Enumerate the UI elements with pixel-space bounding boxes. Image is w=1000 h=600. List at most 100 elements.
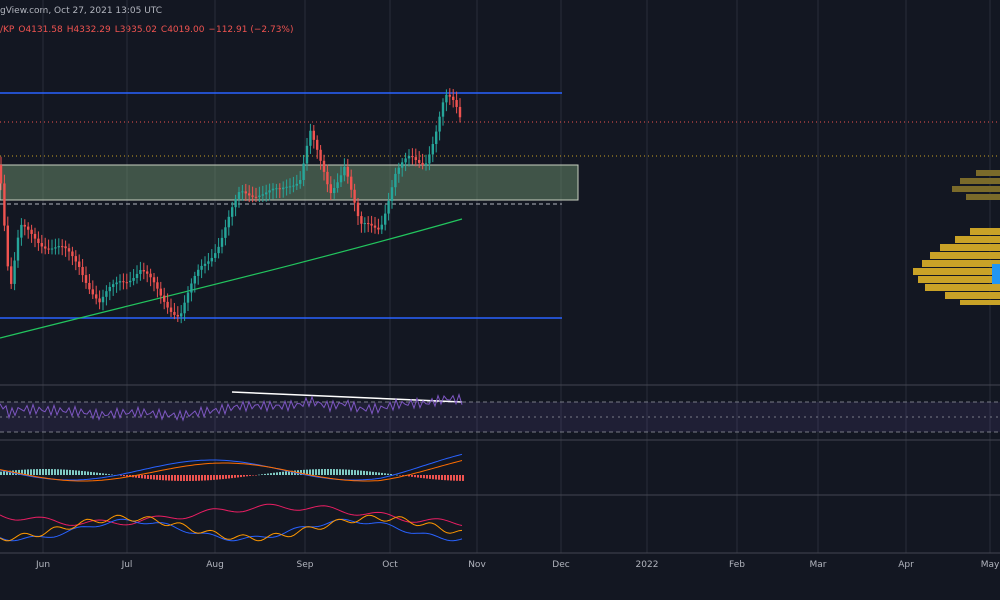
candle bbox=[377, 227, 380, 230]
histogram-bar bbox=[318, 469, 320, 475]
histogram-bar bbox=[24, 469, 26, 475]
histogram-bar bbox=[138, 475, 140, 479]
histogram-bar bbox=[309, 469, 311, 475]
histogram-bar bbox=[123, 475, 125, 477]
histogram-bar bbox=[447, 475, 449, 481]
candle bbox=[326, 171, 329, 185]
histogram-bar bbox=[219, 475, 221, 480]
histogram-bar bbox=[456, 475, 458, 481]
histogram-bar bbox=[210, 475, 212, 481]
candle bbox=[193, 275, 196, 284]
candle bbox=[169, 307, 173, 312]
histogram-bar bbox=[120, 475, 122, 476]
candle bbox=[390, 187, 394, 201]
histogram-bar bbox=[93, 472, 95, 475]
candle bbox=[3, 183, 6, 226]
histogram-bar bbox=[66, 469, 68, 475]
candle bbox=[234, 198, 237, 208]
histogram-bar bbox=[51, 469, 53, 475]
histogram-bar bbox=[288, 471, 290, 475]
histogram-bar bbox=[231, 475, 233, 479]
histogram-bar bbox=[39, 469, 41, 475]
histogram-bar bbox=[396, 474, 398, 476]
candle bbox=[74, 256, 77, 262]
candle bbox=[275, 188, 278, 190]
candle bbox=[445, 94, 448, 103]
candle bbox=[271, 188, 275, 191]
candle bbox=[122, 281, 125, 283]
histogram-bar bbox=[105, 473, 107, 475]
histogram-bar bbox=[96, 472, 98, 475]
histogram-bar bbox=[240, 475, 242, 478]
histogram-bar bbox=[408, 475, 410, 477]
time-label: Aug bbox=[206, 560, 224, 570]
candle bbox=[404, 158, 407, 163]
histogram-bar bbox=[417, 475, 419, 478]
candle bbox=[312, 130, 315, 140]
histogram-bar bbox=[180, 475, 182, 481]
histogram-bar bbox=[459, 475, 461, 481]
candle bbox=[159, 288, 162, 296]
histogram-bar bbox=[27, 469, 29, 475]
histogram-bar bbox=[135, 475, 137, 478]
histogram-bar bbox=[3, 471, 5, 475]
ohlc-legend: /KP O4131.58 H4332.29 L3935.02 C4019.00 −112.… bbox=[0, 25, 298, 35]
histogram-bar bbox=[78, 470, 80, 475]
candle bbox=[47, 248, 50, 250]
histogram-bar bbox=[75, 470, 77, 475]
indicator-line bbox=[0, 518, 463, 542]
histogram-bar bbox=[402, 475, 404, 476]
histogram-bar bbox=[363, 470, 365, 475]
candle bbox=[129, 280, 132, 283]
histogram-bar bbox=[423, 475, 425, 479]
candle bbox=[387, 200, 390, 214]
histogram-bar bbox=[225, 475, 227, 479]
moving-average bbox=[0, 218, 463, 339]
histogram-bar bbox=[6, 470, 8, 475]
histogram-bar bbox=[126, 475, 128, 477]
candle bbox=[67, 248, 71, 252]
histogram-bar bbox=[324, 469, 326, 475]
histogram-bar bbox=[354, 470, 356, 475]
time-label: Apr bbox=[898, 560, 914, 570]
histogram-bar bbox=[312, 469, 314, 475]
histogram-bar bbox=[420, 475, 422, 478]
histogram-bar bbox=[267, 473, 269, 475]
zone bbox=[0, 164, 579, 201]
candle bbox=[411, 155, 414, 158]
candle bbox=[380, 224, 383, 230]
histogram-bar bbox=[342, 469, 344, 475]
candle bbox=[329, 184, 332, 194]
histogram-bar bbox=[291, 470, 293, 475]
candle bbox=[414, 157, 417, 160]
histogram-bar bbox=[177, 475, 179, 481]
histogram-bar bbox=[315, 469, 317, 475]
histogram-bar bbox=[186, 475, 188, 481]
candle bbox=[61, 246, 64, 248]
histogram-bar bbox=[276, 472, 278, 475]
histogram-bar bbox=[156, 475, 158, 480]
histogram-bar bbox=[411, 475, 413, 477]
histogram-bar bbox=[378, 472, 380, 475]
open: O4131.58 bbox=[18, 25, 63, 35]
candle bbox=[231, 207, 234, 217]
candle bbox=[227, 216, 230, 228]
candle bbox=[251, 195, 254, 197]
candle bbox=[139, 270, 142, 274]
time-label: Sep bbox=[297, 560, 314, 570]
candle bbox=[132, 277, 135, 281]
candle bbox=[142, 270, 145, 272]
candle bbox=[146, 271, 149, 274]
histogram-bar bbox=[381, 472, 383, 475]
candle bbox=[125, 282, 128, 284]
candle bbox=[448, 94, 451, 97]
candle bbox=[33, 233, 37, 239]
candle bbox=[105, 291, 108, 297]
histogram-bar bbox=[360, 470, 362, 475]
candle bbox=[441, 102, 445, 117]
candle bbox=[438, 116, 441, 132]
histogram-bar bbox=[162, 475, 164, 481]
histogram-bar bbox=[159, 475, 161, 481]
histogram-bar bbox=[192, 475, 194, 481]
candle bbox=[343, 166, 346, 176]
